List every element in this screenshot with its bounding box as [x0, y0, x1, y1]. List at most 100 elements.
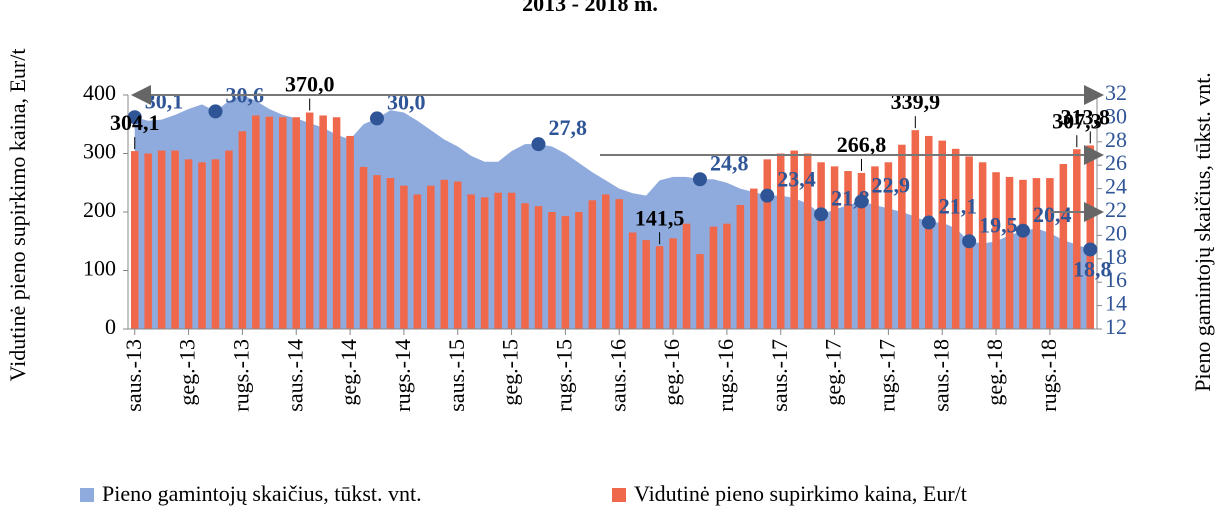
x-tick-label: rugs.-18: [1036, 339, 1061, 412]
y-tick-label: 400: [83, 80, 116, 105]
bar: [709, 226, 718, 329]
y-tick-label: 300: [83, 139, 116, 164]
x-tick-label: geg.-13: [175, 339, 200, 406]
x-tick-label: rugs.-16: [713, 339, 738, 412]
point-label: 22,9: [871, 173, 910, 198]
point: [854, 194, 869, 209]
bar: [992, 172, 1000, 329]
bar: [655, 246, 664, 329]
point: [531, 137, 546, 152]
bar: [723, 223, 731, 329]
bar-label: 304,1: [110, 110, 160, 135]
bar: [305, 112, 314, 329]
bar: [669, 238, 677, 329]
bar: [803, 153, 812, 329]
point: [962, 234, 977, 249]
bar: [427, 185, 435, 329]
legend-label: Pieno gamintojų skaičius, tūkst. vnt.: [102, 481, 422, 506]
x-tick-label: geg.-18: [982, 339, 1007, 406]
bar: [386, 178, 395, 329]
bar: [184, 159, 193, 329]
x-tick-label: geg.-14: [336, 339, 361, 406]
point-label: 18,8: [1073, 256, 1112, 281]
bar-label: 313,8: [1061, 104, 1111, 129]
bar: [911, 130, 920, 329]
bar: [548, 212, 556, 329]
bar: [575, 212, 583, 329]
bar: [642, 240, 650, 329]
bar: [225, 150, 233, 329]
bar: [790, 150, 798, 329]
y2-tick-label: 16: [1105, 267, 1127, 292]
point-label: 19,5: [979, 212, 1018, 237]
bar: [171, 150, 179, 329]
bar: [736, 204, 745, 329]
y2-tick-label: 18: [1105, 244, 1127, 269]
bar: [830, 166, 839, 329]
bar: [440, 179, 449, 329]
bar: [588, 200, 597, 329]
bar: [561, 216, 570, 329]
y2-axis-title: Pieno gamintojų skaičius, tūkst. vnt.: [1190, 72, 1215, 392]
bar: [615, 199, 623, 329]
bar: [1032, 178, 1041, 329]
point-label: 23,4: [777, 167, 816, 192]
point-label: 27,8: [548, 115, 587, 140]
bar: [413, 194, 422, 329]
point-label: 30,1: [145, 88, 184, 113]
bar: [494, 192, 502, 329]
bar: [628, 232, 637, 329]
bar-label: 266,8: [837, 132, 887, 157]
point: [369, 111, 384, 126]
point-label: 30,0: [387, 89, 426, 114]
point: [127, 110, 142, 125]
bar: [682, 223, 691, 329]
y-tick-label: 0: [105, 314, 116, 339]
point: [921, 215, 936, 230]
bar: [1073, 149, 1081, 329]
y2-tick-label: 30: [1105, 103, 1127, 128]
bar: [884, 162, 893, 329]
y2-tick-label: 22: [1105, 197, 1127, 222]
bar: [750, 188, 758, 329]
bar: [696, 254, 704, 329]
y2-tick-label: 32: [1105, 80, 1127, 105]
x-tick-label: saus.-16: [605, 339, 630, 412]
x-tick-label: geg.-15: [498, 339, 523, 406]
point: [208, 104, 223, 119]
bar: [938, 140, 946, 329]
x-tick-label: saus.-17: [767, 339, 792, 412]
x-tick-label: saus.-15: [444, 339, 469, 412]
y2-tick-label: 28: [1105, 127, 1127, 152]
x-tick-label: saus.-14: [282, 339, 307, 412]
bar: [400, 185, 408, 329]
bar: [279, 117, 287, 329]
bar: [925, 135, 933, 329]
bar: [951, 148, 960, 329]
bar: [359, 166, 368, 329]
point: [692, 172, 707, 187]
bar: [1019, 179, 1027, 329]
bar-label: 370,0: [285, 72, 335, 97]
bar: [507, 192, 516, 329]
bar: [1059, 164, 1068, 329]
bar: [1086, 145, 1095, 329]
y2-tick-label: 14: [1105, 291, 1127, 316]
point: [1083, 242, 1098, 257]
bar: [265, 116, 274, 330]
point-label: 20,4: [1033, 202, 1072, 227]
bar: [346, 135, 354, 329]
bar-label: 141,5: [635, 205, 685, 230]
point-label: 21,1: [939, 194, 978, 219]
bar: [857, 172, 866, 329]
bar-label: 339,9: [891, 89, 941, 114]
point: [1015, 223, 1030, 238]
y2-tick-label: 12: [1105, 314, 1127, 339]
x-tick-label: rugs.-17: [874, 339, 899, 412]
x-tick-label: saus.-18: [928, 339, 953, 412]
bar: [1046, 178, 1054, 329]
bar: [332, 117, 341, 329]
bar: [871, 166, 879, 329]
